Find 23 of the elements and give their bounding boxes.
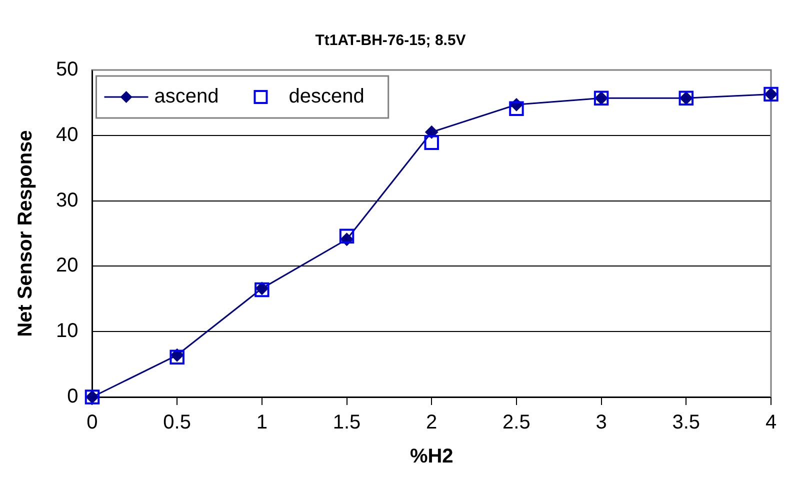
point	[424, 135, 439, 150]
x-tick-label: 1	[256, 412, 268, 434]
legend-label: descend	[288, 86, 364, 108]
x-tick-label: 1.5	[332, 412, 361, 434]
point	[509, 101, 524, 116]
y-tick-label: 10	[56, 320, 78, 342]
y-tick-label: 40	[56, 124, 78, 146]
y-tick-label: 50	[56, 58, 78, 81]
x-tick-label: 2.5	[502, 412, 530, 434]
x-tick-label: 0.5	[163, 412, 191, 434]
y-tick-label: 20	[56, 254, 78, 277]
y-axis-title: Net Sensor Response	[14, 130, 37, 337]
x-tick-label: 3	[596, 412, 607, 434]
y-tick-label: 0	[67, 386, 78, 408]
point	[339, 228, 354, 244]
y-tick-label: 30	[56, 189, 78, 212]
x-tick-label: 3.5	[672, 412, 700, 434]
x-axis-title: %H2	[410, 446, 454, 468]
legend-label: ascend	[154, 86, 219, 108]
chart-title: Tt1AT-BH-76-15; 8.5V	[315, 32, 466, 50]
x-tick-label: 2	[426, 412, 438, 434]
x-tick-label: 0	[86, 412, 98, 434]
x-tick-label: 4	[765, 412, 777, 434]
